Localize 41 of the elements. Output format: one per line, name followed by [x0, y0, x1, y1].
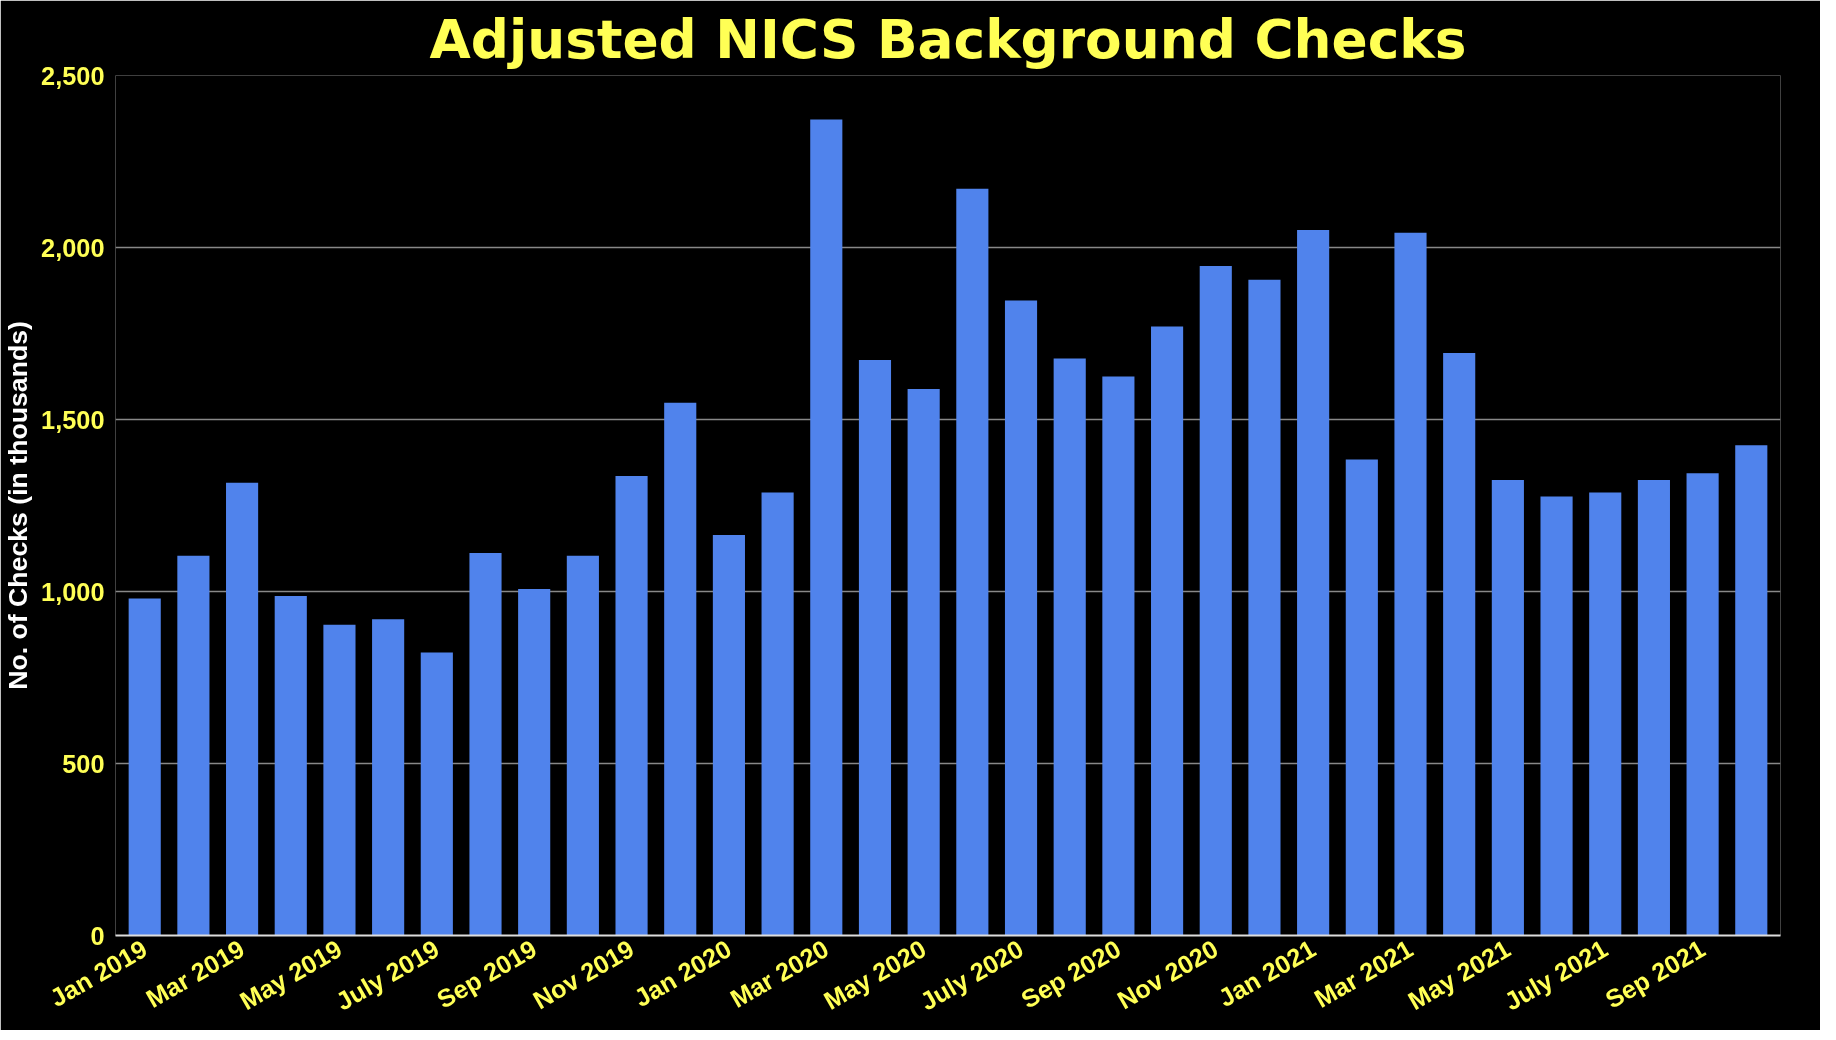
bar	[1589, 492, 1622, 936]
bar	[226, 482, 259, 936]
y-axis-title: No. of Checks (in thousands)	[3, 321, 34, 690]
bar	[1443, 353, 1476, 936]
bar	[1540, 496, 1573, 936]
bar	[956, 188, 989, 936]
bar	[907, 388, 940, 936]
bar	[566, 555, 599, 936]
bar	[1199, 266, 1232, 936]
bar	[1297, 229, 1330, 936]
bar	[518, 589, 551, 936]
bar	[1102, 376, 1135, 936]
bar	[1345, 459, 1378, 936]
bar	[1491, 480, 1524, 936]
bar	[177, 555, 210, 936]
bar	[615, 475, 648, 936]
bar	[1004, 300, 1038, 936]
bar	[1637, 480, 1670, 936]
bar	[1686, 473, 1719, 936]
bar	[420, 652, 453, 936]
y-tick-label: 1,000	[41, 577, 105, 606]
bar	[1053, 358, 1086, 936]
y-tick-label: 1,500	[41, 405, 105, 434]
bar	[1151, 326, 1184, 936]
bar	[761, 492, 794, 936]
chart-title: Adjusted NICS Background Checks	[429, 7, 1467, 71]
bar	[469, 552, 502, 936]
bar	[810, 119, 843, 936]
bar	[1394, 232, 1427, 936]
bar	[128, 598, 161, 936]
bar	[1735, 445, 1768, 936]
bar	[1248, 279, 1281, 936]
y-tick-label: 2,500	[41, 61, 105, 90]
y-tick-label: 500	[62, 749, 105, 778]
bar	[712, 535, 745, 936]
bar	[323, 624, 356, 936]
y-tick-label: 2,000	[41, 233, 105, 262]
bar	[664, 402, 697, 936]
bar	[372, 619, 405, 936]
bar	[274, 595, 307, 936]
bar	[858, 359, 892, 936]
